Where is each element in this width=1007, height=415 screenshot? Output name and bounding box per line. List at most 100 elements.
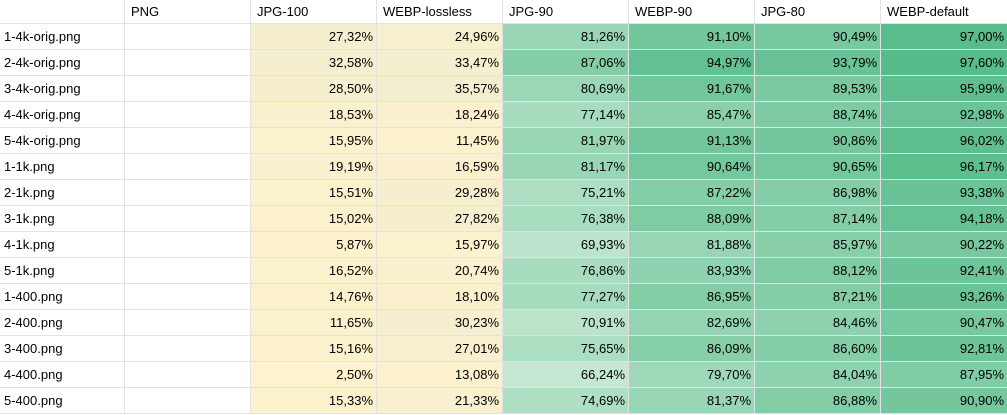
data-cell-png[interactable] (125, 388, 251, 414)
row-label-cell[interactable]: 5-4k-orig.png (0, 128, 125, 154)
data-cell-jpg-100[interactable]: 15,02% (251, 206, 377, 232)
data-cell-png[interactable] (125, 76, 251, 102)
row-label-cell[interactable]: 2-1k.png (0, 180, 125, 206)
column-header-jpg-80[interactable]: JPG-80 (755, 0, 881, 24)
data-cell-webp-90[interactable]: 91,10% (629, 24, 755, 50)
data-cell-webp-lossless[interactable]: 18,10% (377, 284, 503, 310)
data-cell-webp-default[interactable]: 93,38% (881, 180, 1007, 206)
data-cell-webp-90[interactable]: 83,93% (629, 258, 755, 284)
data-cell-jpg-100[interactable]: 27,32% (251, 24, 377, 50)
data-cell-webp-default[interactable]: 95,99% (881, 76, 1007, 102)
data-cell-jpg-90[interactable]: 80,69% (503, 76, 629, 102)
data-cell-png[interactable] (125, 180, 251, 206)
data-cell-webp-lossless[interactable]: 15,97% (377, 232, 503, 258)
column-header-png[interactable]: PNG (125, 0, 251, 24)
data-cell-webp-default[interactable]: 90,90% (881, 388, 1007, 414)
data-cell-jpg-80[interactable]: 90,65% (755, 154, 881, 180)
data-cell-webp-90[interactable]: 90,64% (629, 154, 755, 180)
data-cell-png[interactable] (125, 128, 251, 154)
data-cell-webp-lossless[interactable]: 20,74% (377, 258, 503, 284)
data-cell-webp-default[interactable]: 90,22% (881, 232, 1007, 258)
data-cell-jpg-90[interactable]: 66,24% (503, 362, 629, 388)
data-cell-webp-lossless[interactable]: 24,96% (377, 24, 503, 50)
data-cell-webp-90[interactable]: 91,13% (629, 128, 755, 154)
data-cell-jpg-100[interactable]: 15,33% (251, 388, 377, 414)
row-label-cell[interactable]: 5-400.png (0, 388, 125, 414)
data-cell-webp-default[interactable]: 87,95% (881, 362, 1007, 388)
row-label-cell[interactable]: 1-4k-orig.png (0, 24, 125, 50)
data-cell-webp-lossless[interactable]: 11,45% (377, 128, 503, 154)
data-cell-webp-lossless[interactable]: 21,33% (377, 388, 503, 414)
data-cell-jpg-80[interactable]: 88,74% (755, 102, 881, 128)
data-cell-jpg-100[interactable]: 28,50% (251, 76, 377, 102)
data-cell-png[interactable] (125, 50, 251, 76)
data-cell-jpg-90[interactable]: 76,86% (503, 258, 629, 284)
data-cell-webp-default[interactable]: 96,02% (881, 128, 1007, 154)
data-cell-png[interactable] (125, 310, 251, 336)
data-cell-png[interactable] (125, 336, 251, 362)
row-label-cell[interactable]: 3-1k.png (0, 206, 125, 232)
data-cell-jpg-80[interactable]: 87,21% (755, 284, 881, 310)
data-cell-jpg-90[interactable]: 74,69% (503, 388, 629, 414)
data-cell-jpg-90[interactable]: 75,21% (503, 180, 629, 206)
data-cell-jpg-100[interactable]: 15,16% (251, 336, 377, 362)
data-cell-jpg-80[interactable]: 93,79% (755, 50, 881, 76)
data-cell-jpg-80[interactable]: 86,60% (755, 336, 881, 362)
data-cell-jpg-100[interactable]: 15,51% (251, 180, 377, 206)
data-cell-png[interactable] (125, 284, 251, 310)
data-cell-png[interactable] (125, 154, 251, 180)
data-cell-jpg-80[interactable]: 88,12% (755, 258, 881, 284)
data-cell-webp-90[interactable]: 79,70% (629, 362, 755, 388)
data-cell-webp-90[interactable]: 81,37% (629, 388, 755, 414)
data-cell-webp-lossless[interactable]: 29,28% (377, 180, 503, 206)
data-cell-jpg-80[interactable]: 90,49% (755, 24, 881, 50)
row-label-cell[interactable]: 1-400.png (0, 284, 125, 310)
data-cell-webp-default[interactable]: 92,98% (881, 102, 1007, 128)
data-cell-webp-90[interactable]: 81,88% (629, 232, 755, 258)
data-cell-jpg-90[interactable]: 77,27% (503, 284, 629, 310)
data-cell-jpg-80[interactable]: 85,97% (755, 232, 881, 258)
data-cell-jpg-80[interactable]: 87,14% (755, 206, 881, 232)
data-cell-jpg-80[interactable]: 86,98% (755, 180, 881, 206)
row-label-cell[interactable]: 3-400.png (0, 336, 125, 362)
data-cell-webp-default[interactable]: 96,17% (881, 154, 1007, 180)
data-cell-jpg-80[interactable]: 90,86% (755, 128, 881, 154)
data-cell-jpg-100[interactable]: 16,52% (251, 258, 377, 284)
row-label-cell[interactable]: 3-4k-orig.png (0, 76, 125, 102)
data-cell-webp-90[interactable]: 88,09% (629, 206, 755, 232)
data-cell-webp-default[interactable]: 97,60% (881, 50, 1007, 76)
row-label-cell[interactable]: 4-4k-orig.png (0, 102, 125, 128)
data-cell-webp-lossless[interactable]: 13,08% (377, 362, 503, 388)
row-label-cell[interactable]: 1-1k.png (0, 154, 125, 180)
row-label-cell[interactable]: 2-400.png (0, 310, 125, 336)
data-cell-webp-default[interactable]: 90,47% (881, 310, 1007, 336)
data-cell-jpg-100[interactable]: 32,58% (251, 50, 377, 76)
data-cell-jpg-90[interactable]: 70,91% (503, 310, 629, 336)
data-cell-png[interactable] (125, 232, 251, 258)
data-cell-png[interactable] (125, 362, 251, 388)
data-cell-jpg-100[interactable]: 18,53% (251, 102, 377, 128)
data-cell-webp-lossless[interactable]: 30,23% (377, 310, 503, 336)
data-cell-webp-90[interactable]: 85,47% (629, 102, 755, 128)
data-cell-jpg-100[interactable]: 5,87% (251, 232, 377, 258)
data-cell-jpg-100[interactable]: 15,95% (251, 128, 377, 154)
data-cell-jpg-80[interactable]: 86,88% (755, 388, 881, 414)
data-cell-jpg-100[interactable]: 2,50% (251, 362, 377, 388)
data-cell-webp-90[interactable]: 82,69% (629, 310, 755, 336)
data-cell-jpg-90[interactable]: 77,14% (503, 102, 629, 128)
data-cell-jpg-80[interactable]: 89,53% (755, 76, 881, 102)
data-cell-webp-lossless[interactable]: 33,47% (377, 50, 503, 76)
data-cell-webp-lossless[interactable]: 35,57% (377, 76, 503, 102)
data-cell-png[interactable] (125, 258, 251, 284)
data-cell-jpg-80[interactable]: 84,46% (755, 310, 881, 336)
row-label-cell[interactable]: 5-1k.png (0, 258, 125, 284)
data-cell-png[interactable] (125, 206, 251, 232)
data-cell-webp-90[interactable]: 86,09% (629, 336, 755, 362)
data-cell-webp-lossless[interactable]: 27,82% (377, 206, 503, 232)
data-cell-jpg-90[interactable]: 76,38% (503, 206, 629, 232)
data-cell-webp-lossless[interactable]: 16,59% (377, 154, 503, 180)
data-cell-jpg-90[interactable]: 87,06% (503, 50, 629, 76)
data-cell-jpg-90[interactable]: 81,97% (503, 128, 629, 154)
data-cell-jpg-90[interactable]: 69,93% (503, 232, 629, 258)
data-cell-jpg-100[interactable]: 19,19% (251, 154, 377, 180)
